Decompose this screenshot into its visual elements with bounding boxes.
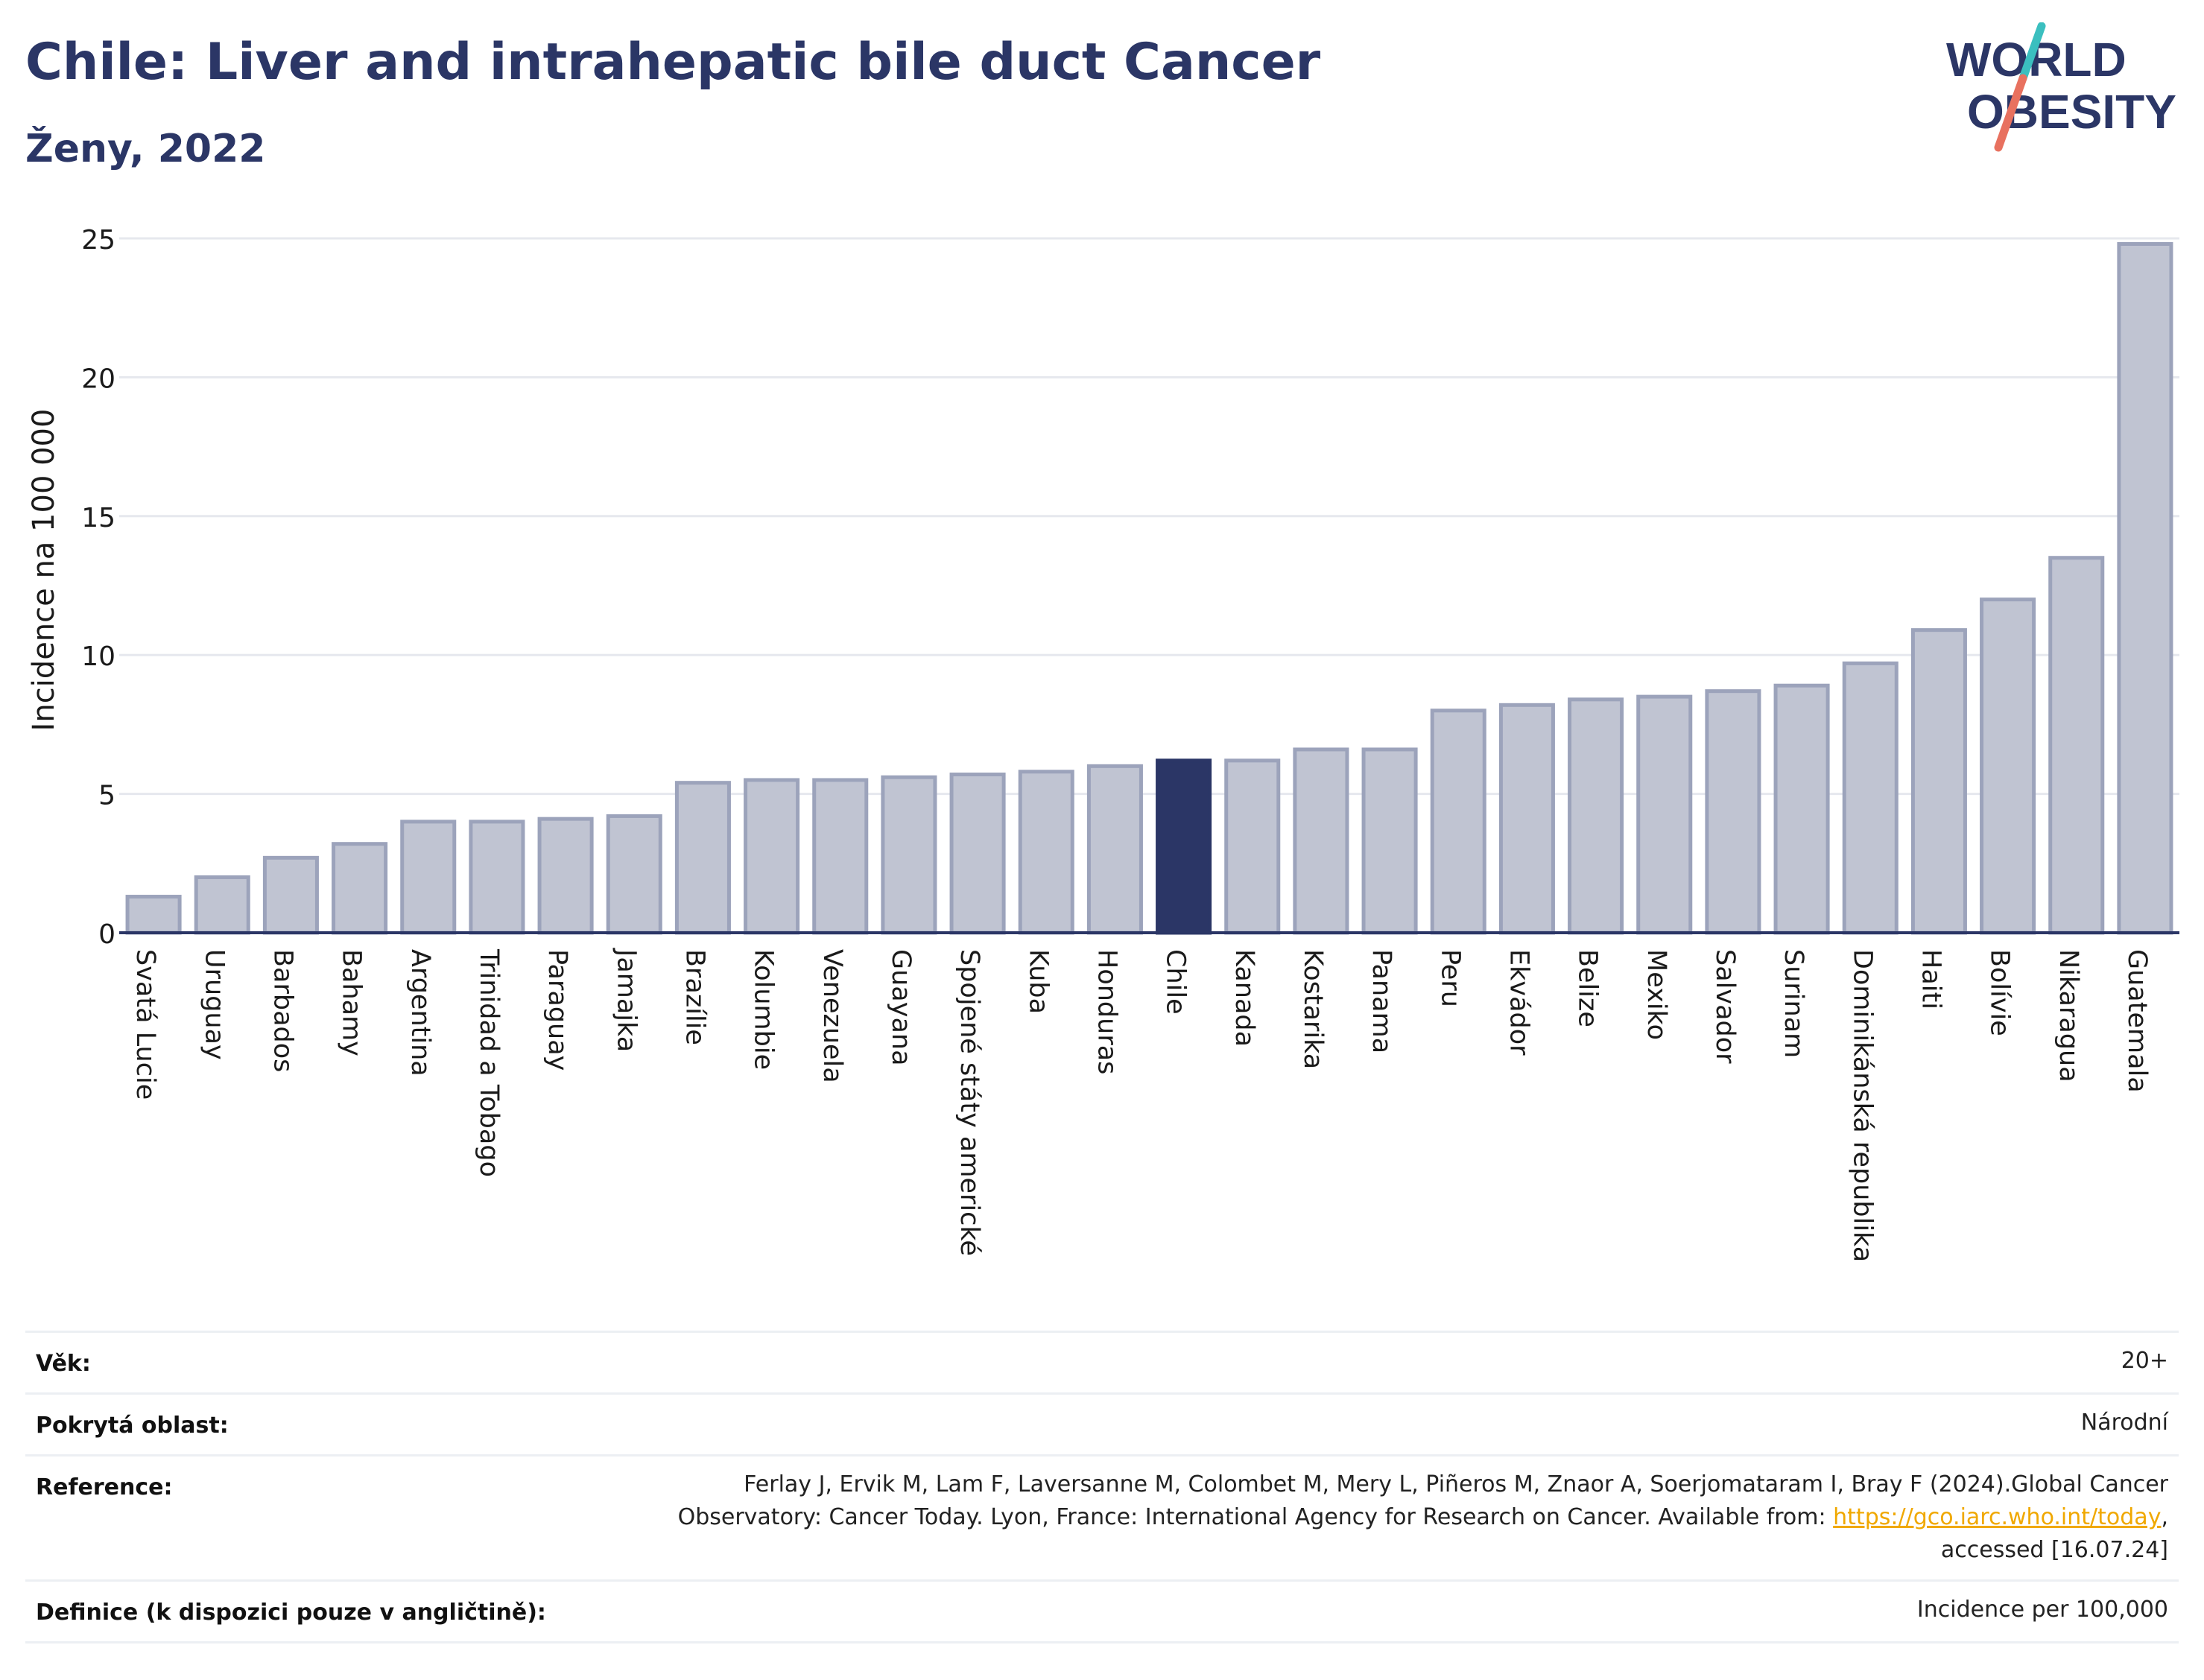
bar: [1018, 770, 1074, 935]
world-obesity-logo: WORLD OBESITY: [1946, 22, 2176, 152]
bar: [1224, 758, 1281, 935]
x-tick-label: Honduras: [1092, 949, 1121, 1074]
x-tick-label: Mexiko: [1641, 949, 1671, 1040]
x-tick-label: Panama: [1367, 949, 1396, 1053]
meta-row-age: Věk: 20+: [25, 1331, 2179, 1395]
x-tick-label: Trinidad a Tobago: [474, 948, 504, 1177]
bar: [1773, 683, 1830, 935]
y-tick-label: 0: [98, 919, 115, 950]
x-tick-label: Salvador: [1710, 949, 1740, 1064]
x-tick-label: Haiti: [1916, 949, 1945, 1009]
bar: [1361, 747, 1418, 935]
x-tick-label: Brazílie: [680, 949, 709, 1045]
x-tick-label: Guatemala: [2122, 949, 2152, 1093]
x-tick-label: Dominikánská republika: [1847, 949, 1877, 1262]
bar: [332, 842, 388, 935]
bar: [1498, 703, 1555, 935]
bar: [949, 773, 1006, 935]
x-tick-label: Uruguay: [199, 949, 229, 1060]
meta-label-definition: Definice (k dispozici pouze v angličtině…: [36, 1600, 546, 1626]
x-tick-label: Chile: [1161, 949, 1191, 1015]
y-axis-label: Incidence na 100 000: [27, 409, 61, 732]
x-tick-label: Jamajka: [611, 948, 641, 1052]
x-tick-label: Ekvádor: [1504, 949, 1533, 1056]
y-tick-label: 25: [81, 225, 115, 256]
meta-row-definition: Definice (k dispozici pouze v angličtině…: [25, 1579, 2179, 1643]
x-tick-label: Kostarika: [1298, 949, 1328, 1069]
bar-chart: 0 5 10 15 20 25 Svatá Lucie Uruguay Barbados Bah…: [27, 225, 2179, 1262]
bar: [262, 855, 319, 935]
bar: [674, 781, 731, 935]
meta-row-area: Pokrytá oblast: Národní: [25, 1392, 2179, 1456]
bar: [125, 895, 182, 935]
x-tick-label: Peru: [1435, 949, 1465, 1007]
bar: [1636, 694, 1693, 935]
bar: [606, 814, 662, 935]
x-tick-label: Bolívie: [1985, 949, 2015, 1036]
logo-slash-bottom: [1994, 74, 2027, 152]
bar: [1910, 628, 1967, 935]
bar: [744, 778, 800, 935]
bar-highlight: [1156, 758, 1212, 935]
x-tick-label: Kanada: [1229, 949, 1259, 1047]
meta-value-definition: Incidence per 100,000: [1916, 1597, 2168, 1623]
meta-label-reference: Reference:: [36, 1474, 173, 1500]
meta-row-reference: Reference: Ferlay J, Ervik M, Lam F, Lav…: [25, 1454, 2179, 1582]
y-tick-label: 10: [81, 641, 115, 672]
x-tick-label: Svatá Lucie: [130, 949, 160, 1100]
reference-link[interactable]: https://gco.iarc.who.int/today: [1833, 1504, 2162, 1530]
bar: [1980, 597, 2036, 935]
bar: [1293, 747, 1349, 935]
meta-label-age: Věk:: [36, 1351, 91, 1377]
reference-line2: Observatory: Cancer Today. Lyon, France:…: [678, 1501, 2168, 1534]
y-tick-label: 20: [81, 364, 115, 394]
bar: [537, 817, 594, 935]
y-tick-label: 15: [81, 503, 115, 533]
x-tick-label: Belize: [1573, 949, 1603, 1027]
meta-bottom-border: [25, 1641, 2179, 1643]
bar: [469, 820, 525, 935]
x-tick-label: Kuba: [1023, 949, 1053, 1014]
logo-slash-top: [2018, 22, 2046, 83]
meta-value-area: Národní: [2080, 1410, 2168, 1436]
bar: [1086, 764, 1143, 935]
meta-value-reference: Ferlay J, Ervik M, Lam F, Laversanne M, …: [678, 1468, 2168, 1567]
bar: [812, 778, 869, 935]
x-tick-label: Paraguay: [542, 949, 572, 1071]
x-tick-label: Venezuela: [817, 949, 847, 1083]
bar: [2117, 241, 2173, 935]
grid-lines: [119, 237, 2179, 796]
x-tick-label: Kolumbie: [749, 949, 779, 1070]
bars: [125, 241, 2173, 935]
bar: [400, 820, 457, 935]
bar: [1568, 697, 1624, 935]
bar: [2048, 556, 2105, 935]
reference-line2-text: Observatory: Cancer Today. Lyon, France:…: [677, 1504, 1834, 1530]
x-tick-label: Spojené státy americké: [954, 949, 984, 1256]
x-tick-label: Bahamy: [337, 949, 367, 1056]
bar: [1705, 689, 1761, 935]
y-tick-label: 5: [98, 781, 115, 811]
x-tick-label: Barbados: [267, 949, 297, 1072]
reference-line1: Ferlay J, Ervik M, Lam F, Laversanne M, …: [744, 1471, 2168, 1497]
meta-label-area: Pokrytá oblast:: [36, 1413, 229, 1439]
bar: [1842, 661, 1899, 935]
x-tick-label: Argentina: [405, 949, 435, 1077]
bar: [194, 875, 250, 935]
bar: [1430, 709, 1486, 935]
x-tick-label: Guayana: [886, 949, 916, 1066]
x-tick-labels: Svatá Lucie Uruguay Barbados Bahamy Argentin…: [130, 948, 2152, 1262]
reference-line3: accessed [16.07.24]: [1940, 1537, 2168, 1563]
x-tick-label: Nikaragua: [2053, 949, 2083, 1083]
chart-title: Chile: Liver and intrahepatic bile duct …: [25, 33, 1321, 92]
bar: [881, 775, 937, 935]
y-tick-labels: 0 5 10 15 20 25: [81, 225, 115, 950]
meta-value-age: 20+: [2121, 1348, 2168, 1374]
reference-line2-end: ,: [2161, 1504, 2168, 1530]
chart-subtitle: Ženy, 2022: [25, 127, 266, 171]
x-tick-label: Surinam: [1779, 949, 1808, 1058]
